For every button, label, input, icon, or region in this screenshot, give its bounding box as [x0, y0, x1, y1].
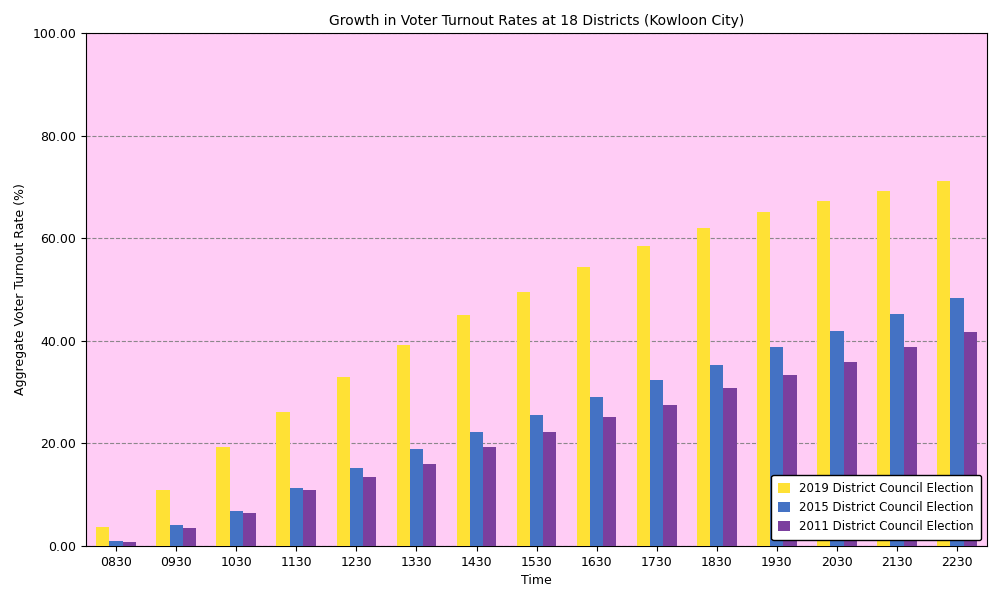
Bar — [396, 346, 409, 546]
Bar — [409, 449, 423, 546]
Bar — [469, 432, 483, 546]
X-axis label: Time: Time — [522, 574, 552, 587]
Bar — [697, 228, 710, 546]
Bar — [544, 432, 557, 546]
Bar — [964, 332, 977, 546]
Bar — [590, 397, 604, 546]
Bar — [169, 525, 183, 546]
Bar — [109, 542, 123, 546]
Bar — [724, 388, 737, 546]
Bar — [664, 405, 677, 546]
Bar — [289, 489, 303, 546]
Bar — [336, 377, 349, 546]
Bar — [96, 527, 109, 546]
Title: Growth in Voter Turnout Rates at 18 Districts (Kowloon City): Growth in Voter Turnout Rates at 18 Dist… — [329, 14, 744, 28]
Bar — [229, 511, 243, 546]
Bar — [710, 365, 724, 546]
Bar — [937, 182, 951, 546]
Legend: 2019 District Council Election, 2015 District Council Election, 2011 District Co: 2019 District Council Election, 2015 Dis… — [771, 475, 981, 540]
Bar — [650, 380, 664, 546]
Bar — [123, 542, 136, 546]
Bar — [604, 416, 617, 546]
Bar — [844, 362, 857, 546]
Bar — [363, 477, 376, 546]
Bar — [891, 314, 904, 546]
Bar — [216, 447, 229, 546]
Bar — [483, 447, 496, 546]
Bar — [904, 347, 917, 546]
Bar — [517, 292, 530, 546]
Bar — [423, 465, 436, 546]
Bar — [784, 375, 797, 546]
Bar — [276, 412, 289, 546]
Bar — [156, 490, 169, 546]
Bar — [456, 315, 469, 546]
Bar — [770, 347, 784, 546]
Y-axis label: Aggregate Voter Turnout Rate (%): Aggregate Voter Turnout Rate (%) — [14, 183, 27, 395]
Bar — [877, 191, 891, 546]
Bar — [303, 490, 316, 546]
Bar — [183, 528, 196, 546]
Bar — [757, 212, 770, 546]
Bar — [830, 331, 844, 546]
Bar — [637, 246, 650, 546]
Bar — [349, 468, 363, 546]
Bar — [817, 201, 830, 546]
Bar — [577, 267, 590, 546]
Bar — [243, 513, 256, 546]
Bar — [951, 297, 964, 546]
Bar — [530, 415, 544, 546]
